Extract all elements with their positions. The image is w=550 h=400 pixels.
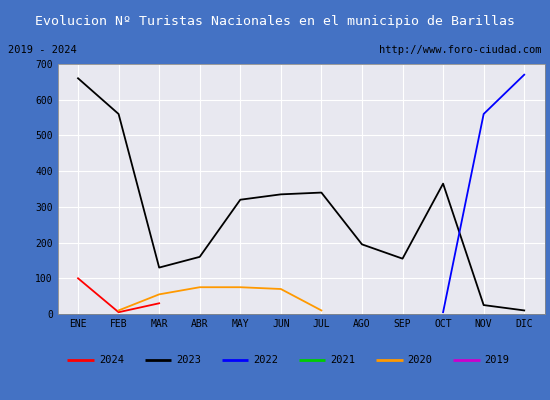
Text: 2023: 2023 [176, 355, 201, 365]
Text: http://www.foro-ciudad.com: http://www.foro-ciudad.com [379, 45, 542, 55]
Text: 2019: 2019 [485, 355, 509, 365]
Text: 2022: 2022 [253, 355, 278, 365]
Text: 2020: 2020 [408, 355, 432, 365]
Text: 2021: 2021 [331, 355, 355, 365]
Text: 2019 - 2024: 2019 - 2024 [8, 45, 77, 55]
Text: 2024: 2024 [99, 355, 124, 365]
Text: Evolucion Nº Turistas Nacionales en el municipio de Barillas: Evolucion Nº Turistas Nacionales en el m… [35, 14, 515, 28]
